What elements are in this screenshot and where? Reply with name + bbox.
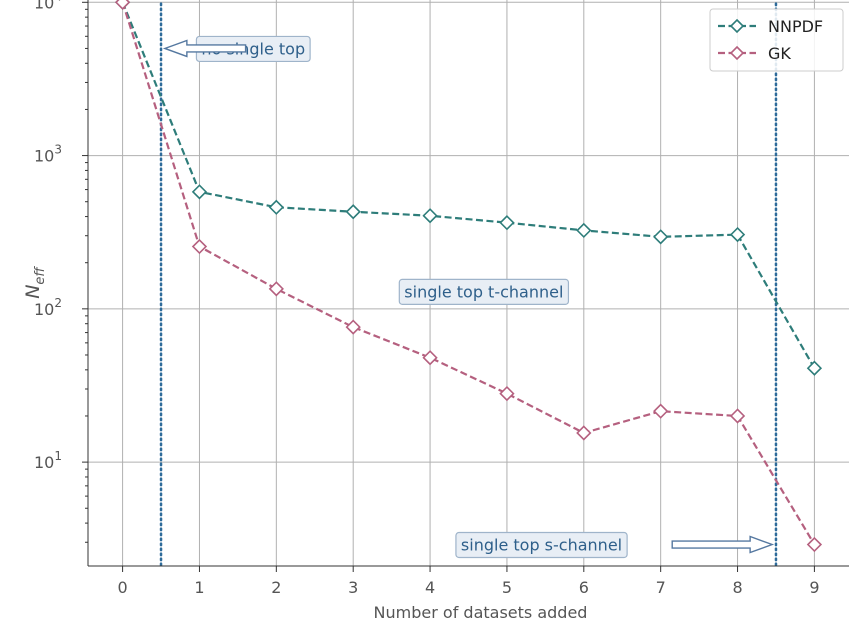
data-point-gk: [191, 238, 208, 255]
legend-label: GK: [768, 44, 791, 63]
x-tick-label: 6: [579, 578, 589, 597]
y-axis-label-sub: eff: [33, 266, 48, 285]
data-point-nnpdf: [191, 184, 208, 200]
series-line-nnpdf: [121, 1, 816, 369]
axes: 0 1 2 3 4 5 6 7 8 9 104 103 102 101: [34, 0, 849, 597]
data-point-nnpdf: [806, 360, 823, 376]
y-tick-label: 103: [34, 143, 62, 166]
x-tick-label: 8: [732, 578, 742, 597]
y-tick-label: 104: [34, 0, 62, 12]
legend-marker: [729, 18, 745, 34]
annotation-2: single top s-channel: [455, 531, 775, 559]
data-point-nnpdf: [729, 226, 746, 243]
legend: NNPDF GK: [709, 8, 844, 72]
annotation-0: no single top: [162, 35, 311, 63]
data-point-gk: [499, 385, 515, 402]
annotation-arrow: [671, 535, 775, 554]
annotation-text: no single top: [201, 39, 305, 58]
x-tick-label: 9: [809, 578, 819, 597]
series-gk: [114, 0, 823, 553]
x-tick-label: 3: [348, 578, 358, 597]
x-tick-label: 5: [502, 578, 512, 597]
x-axis-label: Number of datasets added: [374, 603, 588, 622]
data-point-nnpdf: [653, 229, 669, 245]
annotations: no single top single top t-channel single …: [162, 35, 775, 559]
data-point-gk: [729, 408, 746, 424]
data-point-nnpdf: [422, 208, 438, 224]
series-line-gk: [121, 1, 816, 546]
series-group: [114, 0, 823, 553]
data-point-gk: [576, 425, 592, 441]
data-point-nnpdf: [576, 222, 592, 239]
legend-marker: [729, 45, 745, 61]
annotation-arrow: [162, 39, 247, 58]
data-point-gk: [268, 281, 284, 297]
data-point-gk: [422, 350, 438, 366]
data-point-gk: [114, 0, 131, 10]
x-tick-label: 1: [194, 578, 204, 597]
annotation-text: single top t-channel: [404, 282, 563, 301]
legend-box: [709, 8, 844, 72]
annotation-box: [398, 278, 570, 305]
data-point-gk: [345, 319, 361, 335]
x-tick-label: 2: [271, 578, 281, 597]
annotation-box: [455, 531, 628, 559]
y-tick-label: 101: [34, 449, 62, 472]
data-point-nnpdf: [499, 215, 515, 231]
legend-entry-nnpdf: NNPDF: [718, 17, 823, 36]
y-tick-label: 102: [34, 296, 62, 319]
legend-label: NNPDF: [768, 17, 823, 36]
data-point-nnpdf: [268, 199, 284, 215]
data-point-gk: [806, 536, 823, 553]
legend-entry-gk: GK: [718, 44, 791, 63]
series-nnpdf: [114, 0, 823, 376]
annotation-1: single top t-channel: [398, 278, 570, 305]
x-tick-label: 7: [656, 578, 666, 597]
x-tick-label: 4: [425, 578, 435, 597]
annotation-text: single top s-channel: [461, 536, 622, 555]
data-point-nnpdf: [345, 204, 361, 220]
y-axis-label: Neff: [22, 266, 48, 299]
x-tick-label: 0: [117, 578, 127, 597]
reference-lines: [159, 2, 778, 568]
y-axis-label-main: N: [22, 285, 44, 299]
data-point-gk: [653, 403, 669, 419]
